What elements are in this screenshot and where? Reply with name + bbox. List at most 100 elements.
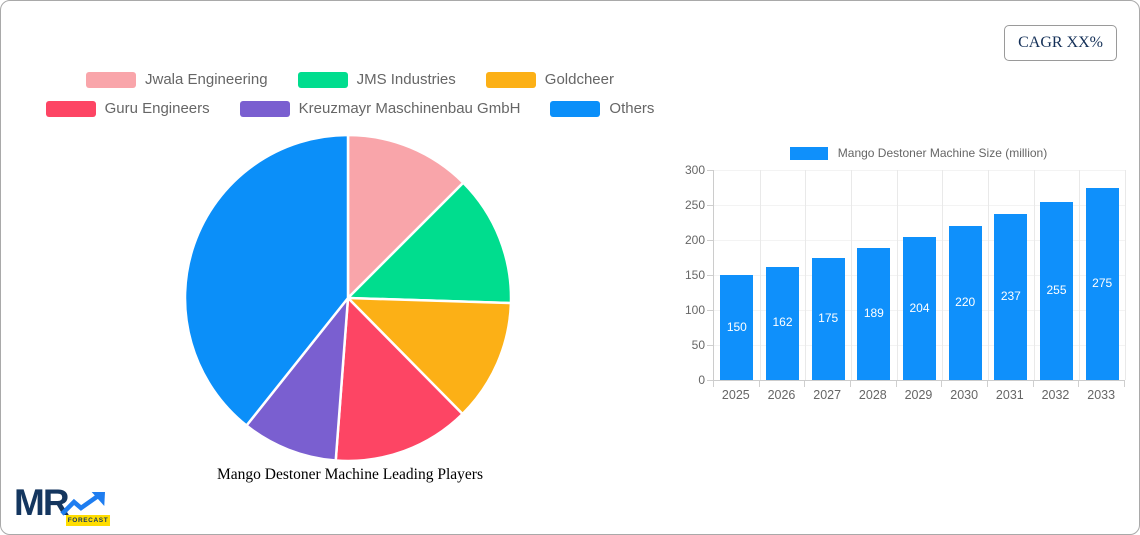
v-gridline [1034,170,1035,380]
y-axis-tick-label: 250 [684,198,705,212]
bar-value-label: 162 [772,315,793,330]
x-axis-tick-label: 2028 [858,388,887,402]
bar[interactable]: 275 [1085,187,1119,380]
pie-legend: Jwala Engineering JMS Industries Goldcheer… [0,71,700,129]
legend-swatch-icon [239,100,290,117]
v-gridline [851,170,852,380]
pie-slice[interactable] [244,294,350,462]
x-axis-tick-label: 2025 [721,388,750,402]
x-axis-tick [896,381,897,387]
y-axis-tick-label: 0 [698,373,705,387]
bar[interactable]: 237 [994,214,1028,380]
v-gridline [760,170,761,380]
pie-slice[interactable] [344,296,513,416]
bar-axis-layer: 0 50 100 150 200 250 300 2025 2026 2027 2028 2029 20… [650,140,1136,410]
y-axis-tick-label: 50 [691,338,705,352]
x-axis-tick-label: 2033 [1087,388,1116,402]
y-axis-tick-label: 100 [684,303,705,317]
y-axis-tick-label: 300 [684,163,705,177]
mr-forecast-logo: MR FORECAST [14,482,124,530]
legend-row: Jwala Engineering JMS Industries Goldcheer [0,71,700,88]
bar[interactable]: 162 [766,266,799,380]
legend-item[interactable]: Jwala Engineering [86,71,268,88]
x-axis-tick [759,381,760,387]
legend-label: JMS Industries [356,71,456,88]
pie-slice[interactable] [346,133,466,302]
legend-swatch-icon [550,100,601,117]
legend-swatch-icon [86,71,136,88]
x-axis-tick-label: 2032 [1041,388,1070,402]
v-gridline [1079,170,1080,380]
logo-forecast-badge: FORECAST [66,515,110,526]
bar[interactable]: 204 [903,237,936,380]
legend-item[interactable]: JMS Industries [297,71,456,88]
h-gridline [714,170,1125,171]
legend-label: Guru Engineers [104,100,210,117]
v-gridline [1125,170,1126,380]
x-axis-tick [941,381,942,387]
pie-slice[interactable] [183,133,350,428]
y-axis-tick [707,205,713,206]
x-axis-tick [987,381,988,387]
x-axis-tick-label: 2026 [767,388,796,402]
x-axis-tick [1124,381,1125,387]
trend-arrow-icon [60,492,105,516]
x-axis-tick-label: 2029 [904,388,933,402]
x-axis-tick-label: 2031 [995,388,1024,402]
pie-chart [181,131,515,465]
v-gridline [897,170,898,380]
v-gridline [942,170,943,380]
y-axis-tick [707,275,713,276]
legend-item[interactable]: Goldcheer [485,71,614,88]
bar[interactable]: 255 [1040,201,1073,380]
legend-row: Guru Engineers Kreuzmayr Maschinenbau Gmb… [0,100,700,117]
y-axis-tick [707,310,713,311]
legend-item[interactable]: Kreuzmayr Maschinenbau GmbH [239,100,520,117]
bar-legend-swatch-icon [789,146,828,160]
x-axis-tick [713,381,714,387]
bar-plot-area: 150 162 175 189 204 220 237 255 275 [713,170,1126,381]
bar-value-label: 204 [909,300,930,315]
legend-item[interactable]: Guru Engineers [45,100,210,117]
pie-svg [183,133,513,463]
v-gridline [988,170,989,380]
bar-value-label: 237 [1000,289,1021,304]
y-axis-tick [707,380,713,381]
y-axis-tick [707,345,713,346]
legend-label: Others [609,100,655,117]
bar[interactable]: 189 [857,247,891,380]
legend-swatch-icon [297,71,348,88]
legend-label: Jwala Engineering [145,71,268,88]
x-axis-tick [804,381,805,387]
logo-brand-text: MR [14,482,70,523]
bar-legend[interactable]: Mango Destoner Machine Size (million) [713,146,1124,160]
pie-slice[interactable] [334,295,465,463]
bar-value-label: 275 [1092,275,1113,290]
pie-slice[interactable] [345,180,513,305]
x-axis-tick-label: 2030 [950,388,979,402]
x-axis-tick [1033,381,1034,387]
h-gridline [714,205,1125,206]
bar-chart: Mango Destoner Machine Size (million) 0 5… [650,140,1136,410]
bar-legend-label: Mango Destoner Machine Size (million) [837,146,1048,160]
y-axis-tick [707,170,713,171]
x-axis-tick [1078,381,1079,387]
legend-swatch-icon [485,71,536,88]
legend-item[interactable]: Others [550,100,654,117]
legend-label: Goldcheer [544,71,614,88]
legend-swatch-icon [45,100,96,117]
y-axis-tick-label: 200 [684,233,705,247]
pie-title: Mango Destoner Machine Leading Players [216,466,483,483]
bar-value-label: 255 [1046,282,1067,297]
bar-value-label: 189 [863,305,884,320]
bar-value-label: 150 [726,319,747,334]
bar-value-label: 220 [955,295,976,309]
x-axis-tick [850,381,851,387]
v-gridline [805,170,806,380]
x-axis-tick-label: 2027 [813,388,842,402]
cagr-button[interactable]: CAGR XX% [1004,25,1117,61]
bar[interactable]: 220 [948,226,982,380]
y-axis-tick-label: 150 [684,268,705,282]
bar[interactable]: 175 [811,257,845,380]
bar[interactable]: 150 [720,275,754,380]
